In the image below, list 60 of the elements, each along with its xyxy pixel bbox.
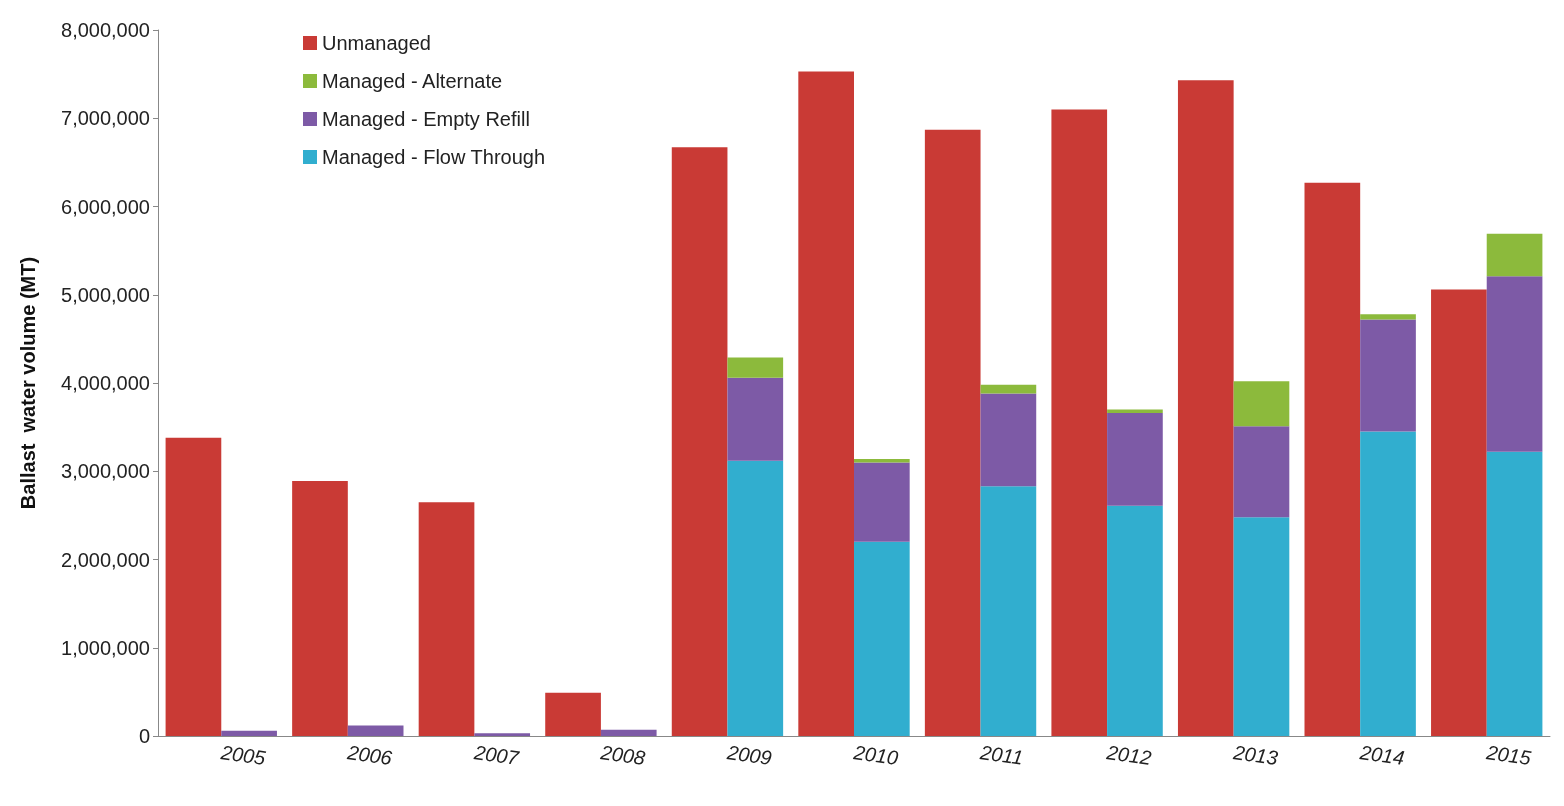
bar xyxy=(980,393,1037,487)
y-tick-label: 8,000,000 xyxy=(61,19,150,41)
bar xyxy=(1360,319,1416,432)
bar xyxy=(1360,431,1416,736)
x-tick-label: 2012 xyxy=(1104,740,1153,770)
y-tick-label: 1,000,000 xyxy=(61,636,150,659)
bar xyxy=(727,377,784,461)
y-tick-label: 0 xyxy=(138,725,150,747)
bar xyxy=(347,725,404,736)
legend-label: Managed - Empty Refill xyxy=(322,108,530,130)
bar xyxy=(671,147,728,736)
bar xyxy=(600,729,657,736)
bar xyxy=(854,462,910,542)
bar xyxy=(1233,426,1290,518)
y-tick-label: 5,000,000 xyxy=(61,283,150,306)
x-tick-label: 2005 xyxy=(218,740,268,770)
y-tick-label: 2,000,000 xyxy=(61,548,150,571)
bar xyxy=(1486,276,1543,452)
bar xyxy=(221,730,277,736)
bar xyxy=(727,460,784,736)
bar xyxy=(1486,451,1543,736)
legend-label: Managed - Alternate xyxy=(322,70,503,92)
x-tick-label: 2015 xyxy=(1484,740,1534,770)
bar xyxy=(854,541,910,736)
bar xyxy=(1177,80,1234,736)
bar xyxy=(1051,109,1108,736)
legend-label: Managed - Flow Through xyxy=(322,146,546,168)
bar xyxy=(727,357,784,378)
y-tick-label: 7,000,000 xyxy=(61,107,150,130)
bar xyxy=(980,384,1037,394)
x-tick-label: 2014 xyxy=(1357,740,1406,770)
bar xyxy=(474,733,531,736)
x-tick-label: 2013 xyxy=(1231,740,1280,770)
bar xyxy=(980,486,1037,736)
bar xyxy=(1107,409,1163,414)
bar xyxy=(1107,505,1163,736)
bar xyxy=(1233,517,1290,736)
bar xyxy=(1360,314,1416,320)
x-tick-label: 2008 xyxy=(598,740,647,770)
x-tick-label: 2009 xyxy=(724,740,774,770)
y-tick-label: 3,000,000 xyxy=(61,460,150,483)
y-axis-title: Ballast water volume (MT) xyxy=(17,256,39,510)
legend-label: Unmanaged xyxy=(322,32,431,54)
x-tick-label: 2006 xyxy=(345,740,395,770)
y-tick-label: 4,000,000 xyxy=(61,372,150,394)
bar xyxy=(1304,182,1361,736)
bar xyxy=(165,437,222,736)
bar xyxy=(545,692,601,736)
x-tick-label: 2010 xyxy=(851,740,900,770)
bar xyxy=(418,502,475,736)
x-tick-label: 2007 xyxy=(471,740,521,770)
bar xyxy=(1233,381,1290,427)
y-tick-label: 6,000,000 xyxy=(61,195,150,218)
bar xyxy=(924,129,981,736)
bar xyxy=(292,480,348,736)
bar xyxy=(1431,289,1487,736)
bar xyxy=(798,71,854,736)
bar xyxy=(1486,233,1543,277)
x-tick-label: 2011 xyxy=(978,740,1025,769)
bar xyxy=(1107,413,1163,506)
